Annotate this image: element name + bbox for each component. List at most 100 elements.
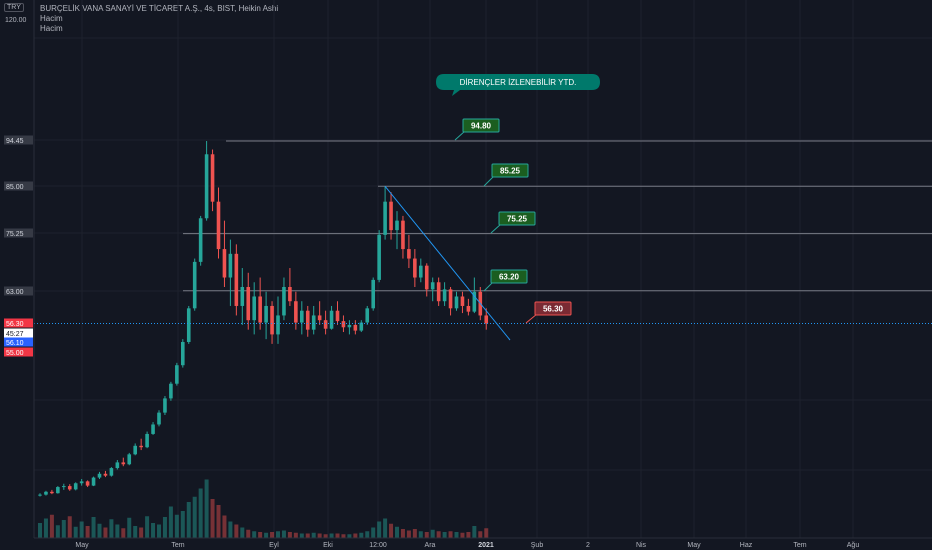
candle-body[interactable] — [311, 315, 316, 330]
candle-body[interactable] — [210, 154, 215, 202]
candle-body[interactable] — [115, 462, 120, 469]
candle-body[interactable] — [186, 308, 191, 342]
level-label[interactable]: 75.25 — [490, 211, 536, 234]
candle-body[interactable] — [151, 424, 155, 434]
time-tick-label[interactable]: May — [687, 542, 701, 549]
time-tick-label[interactable]: Haz — [740, 542, 753, 549]
time-tick-label[interactable]: Tem — [171, 542, 184, 549]
time-tick-label[interactable]: May — [75, 542, 89, 549]
volume-label-2[interactable]: Hacim — [40, 24, 63, 33]
candle-body[interactable] — [395, 220, 399, 231]
candle-body[interactable] — [103, 473, 108, 476]
price-tick[interactable]: 85.00 — [4, 181, 33, 192]
time-axis[interactable]: May Tem Eyl Eki 12:00 Ara 2021 Şub 2 Nis May Haz Tem… — [34, 537, 932, 549]
candle-body[interactable] — [359, 322, 364, 331]
candle-body[interactable] — [145, 433, 149, 448]
candle-body[interactable] — [305, 310, 310, 330]
annotation-callout[interactable]: DİRENÇLER İZLENEBİLİR YTD. — [436, 74, 600, 96]
time-tick-label[interactable]: Ara — [425, 542, 436, 549]
price-axis[interactable]: 120.00 94.45 85.00 75.25 63.00 56.30 45:27 56.1… — [4, 0, 35, 538]
candle-body[interactable] — [466, 305, 471, 312]
time-tick-label[interactable]: Ağu — [847, 542, 860, 549]
candle-body[interactable] — [472, 291, 477, 312]
candle-body[interactable] — [294, 301, 298, 323]
candle-body[interactable] — [335, 310, 340, 322]
candle-body[interactable] — [234, 253, 239, 306]
candle-body[interactable] — [341, 321, 346, 328]
candle-body[interactable] — [442, 289, 447, 302]
candle-body[interactable] — [38, 494, 42, 496]
time-tick-label[interactable]: Tem — [793, 542, 806, 549]
candle-body[interactable] — [288, 287, 292, 302]
candle-body[interactable] — [56, 487, 60, 494]
candle-body[interactable] — [216, 201, 221, 250]
candle-body[interactable] — [419, 265, 423, 278]
candle-body[interactable] — [50, 491, 54, 494]
candle-body[interactable] — [323, 320, 328, 329]
candle-body[interactable] — [460, 296, 465, 306]
candle-body[interactable] — [97, 473, 102, 478]
candle-body[interactable] — [163, 398, 167, 413]
symbol-title[interactable]: BURÇELİK VANA SANAYİ VE TİCARET A.Ş., 4s… — [40, 4, 279, 13]
trendline[interactable] — [384, 185, 511, 341]
candle-body[interactable] — [198, 218, 203, 262]
candle-body[interactable] — [62, 486, 66, 488]
candle-body[interactable] — [204, 154, 209, 219]
candle-body[interactable] — [73, 483, 78, 490]
candle-body[interactable] — [157, 412, 161, 425]
candle-body[interactable] — [264, 305, 268, 323]
candle-body[interactable] — [139, 445, 143, 448]
candle-body[interactable] — [484, 315, 489, 324]
candle-body[interactable] — [252, 296, 256, 321]
candle-body[interactable] — [228, 253, 233, 278]
candle-body[interactable] — [347, 324, 352, 328]
price-tick[interactable]: 63.00 — [4, 286, 33, 297]
time-tick-label[interactable]: Nis — [636, 542, 647, 549]
candle-body[interactable] — [389, 201, 393, 231]
candle-body[interactable] — [413, 258, 417, 278]
candle-body[interactable] — [109, 468, 114, 476]
candle-body[interactable] — [67, 486, 72, 490]
price-tick[interactable]: 94.45 — [4, 135, 33, 146]
candle-body[interactable] — [300, 310, 304, 323]
candle-body[interactable] — [424, 265, 429, 290]
level-label[interactable]: 63.20 — [483, 269, 528, 292]
candle-body[interactable] — [222, 249, 227, 278]
candle-body[interactable] — [377, 234, 381, 280]
candle-body[interactable] — [407, 249, 411, 259]
candle-body[interactable] — [258, 296, 262, 323]
candle-body[interactable] — [246, 287, 251, 321]
candle-body[interactable] — [448, 289, 453, 309]
candle-body[interactable] — [127, 454, 132, 465]
time-tick-label[interactable]: 2021 — [478, 542, 494, 549]
candle-body[interactable] — [91, 477, 96, 486]
price-tick[interactable]: 45:27 — [4, 328, 33, 339]
price-axis-top-label[interactable]: 120.00 — [5, 17, 27, 24]
price-tick[interactable]: 75.25 — [4, 228, 33, 239]
price-tick[interactable]: 55.00 — [4, 347, 33, 358]
level-label[interactable]: 94.80 — [454, 118, 500, 141]
candle-body[interactable] — [44, 491, 48, 495]
time-tick-label[interactable]: 12:00 — [369, 542, 387, 549]
candle-body[interactable] — [169, 383, 173, 399]
candle-body[interactable] — [79, 481, 84, 484]
candle-body[interactable] — [276, 315, 280, 335]
candle-body[interactable] — [240, 287, 245, 306]
price-tick[interactable]: 56.30 — [4, 318, 33, 329]
candle-body[interactable] — [401, 220, 405, 250]
candle-body[interactable] — [175, 365, 179, 384]
time-tick-label[interactable]: Eyl — [269, 542, 279, 549]
candle-body[interactable] — [365, 308, 370, 323]
candle-body[interactable] — [371, 279, 375, 309]
level-label[interactable]: 85.25 — [483, 163, 529, 187]
candle-body[interactable] — [383, 201, 387, 235]
candle-body[interactable] — [329, 310, 334, 329]
currency-badge[interactable]: TRY — [4, 3, 24, 12]
candle-body[interactable] — [192, 261, 197, 309]
time-tick-label[interactable]: 2 — [586, 542, 590, 549]
candle-body[interactable] — [85, 481, 90, 486]
candle-body[interactable] — [133, 445, 137, 455]
candle-body[interactable] — [270, 305, 274, 335]
candle-body[interactable] — [430, 282, 435, 290]
